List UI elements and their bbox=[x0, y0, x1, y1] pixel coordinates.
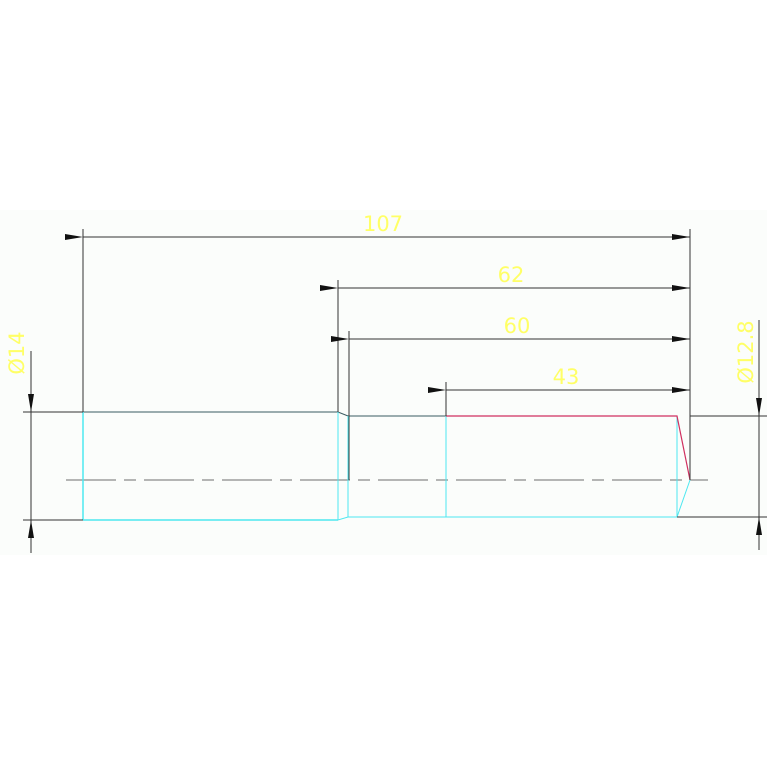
extension-lines bbox=[23, 229, 767, 521]
sheet-area bbox=[0, 210, 767, 555]
shaft-outline bbox=[82, 411, 691, 521]
dim-62-label: 62 bbox=[498, 263, 525, 287]
dim-d128-label: Ø12.8 bbox=[734, 320, 758, 383]
dim-60-label: 60 bbox=[504, 314, 531, 338]
dim-d14-label: Ø14 bbox=[5, 331, 29, 374]
dim-107-label: 107 bbox=[363, 212, 403, 236]
dimension-lines bbox=[28, 234, 762, 553]
dim-43-label: 43 bbox=[553, 365, 580, 389]
